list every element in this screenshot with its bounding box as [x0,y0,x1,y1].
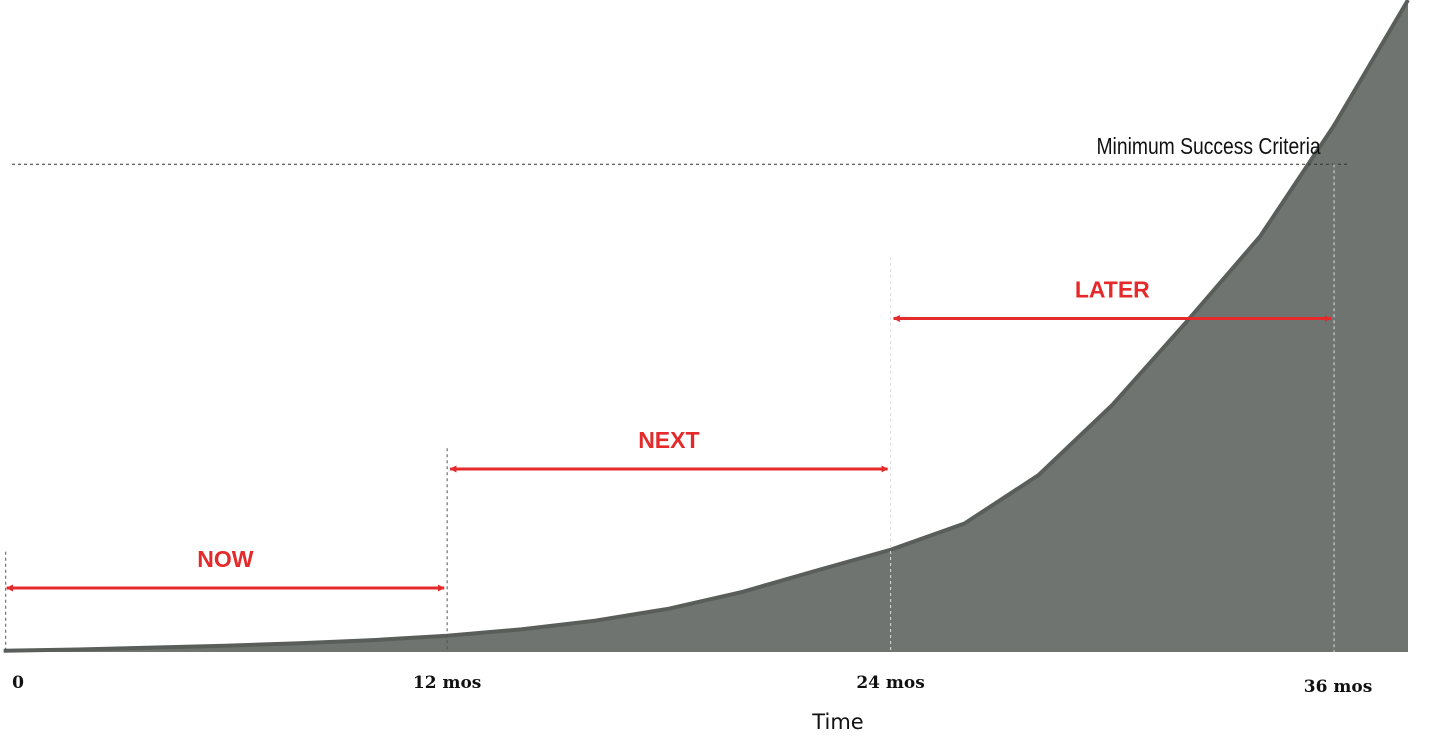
x-tick-label-0: 0 [12,673,24,693]
x-axis-title: Time [811,710,863,734]
x-tick-label-24-mos: 24 mos [856,673,924,693]
minimum-success-criteria-label: Minimum Success Criteria [1096,135,1320,160]
growth-area [3,0,1409,652]
growth-curve-line [3,0,1410,653]
phase-guide-lines [5,164,1335,652]
phase-arrows [5,314,1332,592]
phase-label-later: LATER [1075,276,1150,302]
phase-label-next: NEXT [638,427,699,453]
x-tick-label-36-mos: 36 mos [1304,677,1372,697]
x-tick-label-12-mos: 12 mos [413,673,481,693]
phase-label-now: NOW [197,546,254,572]
